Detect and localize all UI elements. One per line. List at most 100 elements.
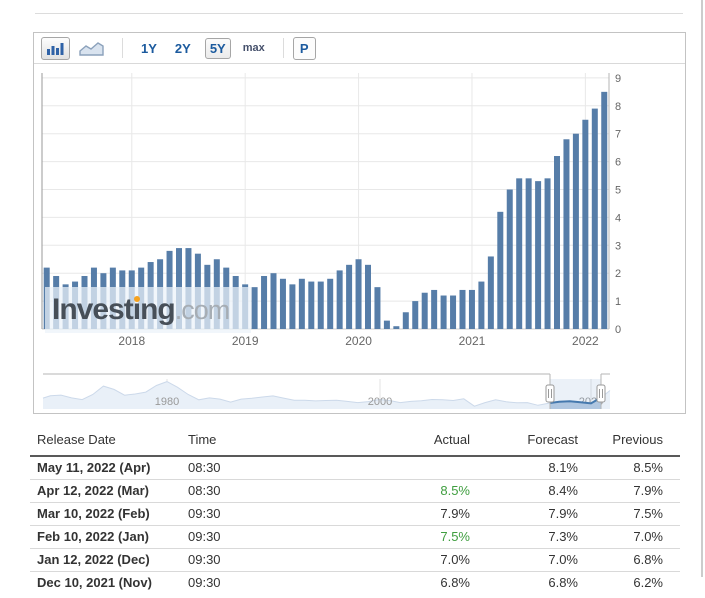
cpi-bar[interactable] — [535, 181, 542, 329]
cpi-bar[interactable] — [242, 284, 249, 329]
table-row[interactable]: Apr 12, 2022 (Mar) 08:30 8.5% 8.4% 7.9% — [30, 479, 680, 503]
cpi-bar[interactable] — [440, 295, 447, 329]
release-date-cell: Feb 10, 2022 (Jan) — [30, 525, 180, 549]
cpi-bar[interactable] — [223, 267, 230, 329]
table-row[interactable]: Mar 10, 2022 (Feb) 09:30 7.9% 7.9% 7.5% — [30, 502, 680, 526]
table-header-row: Release Date Time Actual Forecast Previo… — [30, 427, 680, 457]
col-previous: Previous — [588, 427, 680, 457]
cpi-bar[interactable] — [128, 270, 135, 329]
cpi-bar[interactable] — [194, 253, 201, 329]
cpi-bar[interactable] — [261, 275, 268, 329]
cpi-bar[interactable] — [572, 133, 579, 329]
cpi-bar[interactable] — [563, 139, 570, 329]
cpi-bar[interactable] — [185, 248, 192, 329]
cpi-bar[interactable] — [317, 281, 324, 329]
cpi-bar[interactable] — [232, 275, 239, 329]
release-date-cell: Jan 12, 2022 (Dec) — [30, 548, 180, 572]
previous-cell: 8.5% — [633, 460, 663, 475]
cpi-bar[interactable] — [450, 295, 457, 329]
cpi-bar[interactable] — [62, 284, 69, 329]
cpi-bar[interactable] — [516, 178, 523, 329]
cpi-bar[interactable] — [176, 248, 182, 329]
cpi-bar[interactable] — [497, 211, 504, 329]
range-5y-button[interactable]: 5Y — [204, 37, 231, 59]
cpi-bar[interactable] — [383, 320, 390, 329]
cpi-bar[interactable] — [554, 156, 560, 329]
table-row[interactable]: Dec 10, 2021 (Nov) 09:30 6.8% 6.8% 6.2% — [30, 571, 680, 594]
y-axis-label: 1 — [615, 296, 621, 308]
actual-cell: 7.9% — [340, 502, 480, 526]
cpi-bar[interactable] — [478, 281, 485, 329]
cpi-bar[interactable] — [365, 264, 371, 329]
cpi-bar[interactable] — [346, 264, 353, 329]
cpi-bar[interactable] — [204, 264, 211, 329]
navigator-left-handle[interactable] — [545, 384, 555, 403]
bar-chart-type-button[interactable] — [41, 36, 70, 60]
cpi-bar[interactable] — [582, 119, 589, 329]
cpi-bar[interactable] — [279, 278, 286, 329]
range-2y-button[interactable]: 2Y — [171, 39, 195, 58]
cpi-bar[interactable] — [213, 259, 220, 329]
cpi-bar[interactable] — [53, 275, 60, 329]
cpi-bar[interactable] — [374, 287, 381, 329]
cpi-bar[interactable] — [459, 289, 466, 329]
actual-cell — [340, 456, 480, 480]
cpi-bar[interactable] — [525, 178, 532, 329]
navigator-right-handle[interactable] — [596, 384, 606, 403]
cpi-bar[interactable] — [270, 273, 277, 329]
scrollbar[interactable] — [701, 0, 703, 577]
cpi-bar[interactable] — [289, 284, 296, 329]
previous-cell: 7.5% — [588, 502, 680, 526]
cpi-bar[interactable] — [298, 278, 305, 329]
area-chart-type-button[interactable] — [77, 37, 106, 60]
cpi-bar[interactable] — [72, 281, 79, 329]
cpi-bar[interactable] — [90, 267, 97, 329]
cpi-bar[interactable] — [166, 250, 173, 329]
y-axis-label: 6 — [615, 157, 621, 169]
cpi-bar[interactable] — [147, 262, 154, 329]
cpi-bar[interactable] — [544, 178, 551, 329]
cpi-bar[interactable] — [119, 270, 126, 329]
cpi-bar[interactable] — [81, 275, 88, 329]
cpi-bar[interactable] — [336, 270, 343, 329]
y-axis-label: 3 — [615, 240, 621, 252]
range-max-button[interactable]: max — [239, 40, 269, 56]
cpi-bar[interactable] — [591, 108, 598, 329]
cpi-bar[interactable] — [412, 301, 419, 329]
col-release-date: Release Date — [30, 427, 180, 457]
actual-cell: 8.5% — [340, 479, 480, 503]
cpi-bar[interactable] — [100, 273, 107, 329]
range-1y-button[interactable]: 1Y — [137, 39, 161, 58]
toolbar-separator — [122, 38, 123, 58]
previous-cell: 6.8% — [588, 548, 680, 572]
cpi-bar[interactable] — [308, 281, 315, 329]
cpi-bar[interactable] — [393, 326, 400, 329]
cpi-bar[interactable] — [251, 287, 258, 329]
cpi-bar[interactable] — [43, 267, 50, 329]
price-chart[interactable]: 0123456789201820192020202120221980200020… — [34, 64, 685, 413]
table-row[interactable]: Jan 12, 2022 (Dec) 09:30 7.0% 7.0% 6.8% — [30, 548, 680, 572]
cpi-bar[interactable] — [487, 256, 494, 329]
cpi-bar[interactable] — [138, 267, 145, 329]
table-row[interactable]: Feb 10, 2022 (Jan) 09:30 7.5% 7.3% 7.0% — [30, 525, 680, 549]
cpi-bar[interactable] — [421, 292, 428, 329]
cpi-bar[interactable] — [157, 259, 164, 329]
cpi-bar[interactable] — [468, 289, 475, 329]
x-axis-year-label: 2022 — [572, 334, 599, 348]
chart-toolbar: 1Y 2Y 5Y max P — [34, 33, 685, 64]
cpi-bar[interactable] — [506, 189, 513, 330]
cpi-bar[interactable] — [431, 289, 438, 329]
cpi-bar[interactable] — [355, 259, 362, 329]
col-time: Time — [180, 427, 340, 457]
navigator-selected-range[interactable] — [550, 379, 601, 409]
cpi-bar[interactable] — [109, 267, 116, 329]
settings-p-button[interactable]: P — [292, 36, 316, 60]
table-row[interactable]: May 11, 2022 (Apr) 08:30 8.1% 8.5% — [30, 456, 680, 480]
cpi-bar[interactable] — [402, 312, 409, 329]
cpi-bar[interactable] — [327, 278, 334, 329]
y-axis-label: 2 — [615, 268, 621, 280]
y-axis-label: 8 — [615, 101, 621, 113]
x-axis-year-label: 2021 — [459, 334, 486, 348]
time-cell: 09:30 — [180, 502, 340, 526]
cpi-bar[interactable] — [601, 91, 608, 329]
